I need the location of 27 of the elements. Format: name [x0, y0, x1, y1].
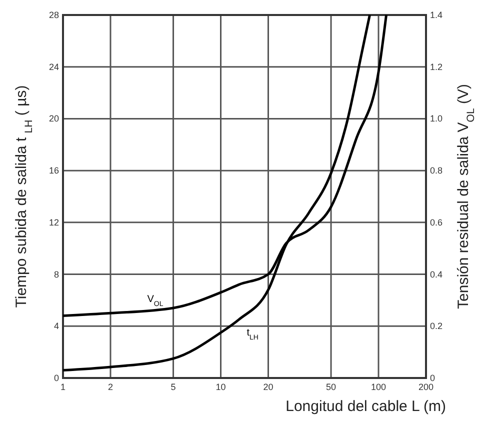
x-tick-label: 5	[170, 382, 176, 392]
y-tick-label: 20	[48, 114, 59, 124]
x-tick-label: 200	[418, 382, 434, 392]
y2-tick-label: 0.2	[430, 321, 443, 332]
y2-tick-label: 0	[430, 373, 436, 383]
y-tick-label: 0	[54, 373, 59, 383]
y2-tick-label: 1.0	[430, 114, 443, 124]
y-tick-label: 16	[48, 166, 59, 176]
y2-tick-label: 1.4	[430, 10, 443, 20]
series-label: t$_{LH}$	[246, 328, 258, 342]
series-label: V$_{OL}$	[147, 294, 164, 308]
y2-tick-label: 0.4	[430, 269, 443, 280]
y-tick-label: 8	[54, 269, 59, 280]
x-tick-label: 20	[263, 382, 274, 392]
x-tick-label: 50	[326, 382, 336, 392]
y-tick-label: 12	[48, 217, 59, 228]
y2-tick-label: 1.2	[430, 62, 443, 72]
y-tick-label: 4	[54, 321, 59, 332]
x-axis-title: Longitud del cable L (m)	[286, 398, 446, 415]
x-tick-label: 1	[60, 382, 66, 392]
x-tick-label: 10	[216, 382, 226, 392]
y2-tick-label: 0.8	[430, 166, 443, 176]
y-tick-label: 28	[48, 10, 59, 20]
x-tick-label: 2	[108, 382, 113, 392]
y2-tick-label: 0.6	[430, 217, 443, 228]
x-tick-label: 100	[370, 382, 386, 392]
y-tick-label: 24	[48, 62, 59, 72]
